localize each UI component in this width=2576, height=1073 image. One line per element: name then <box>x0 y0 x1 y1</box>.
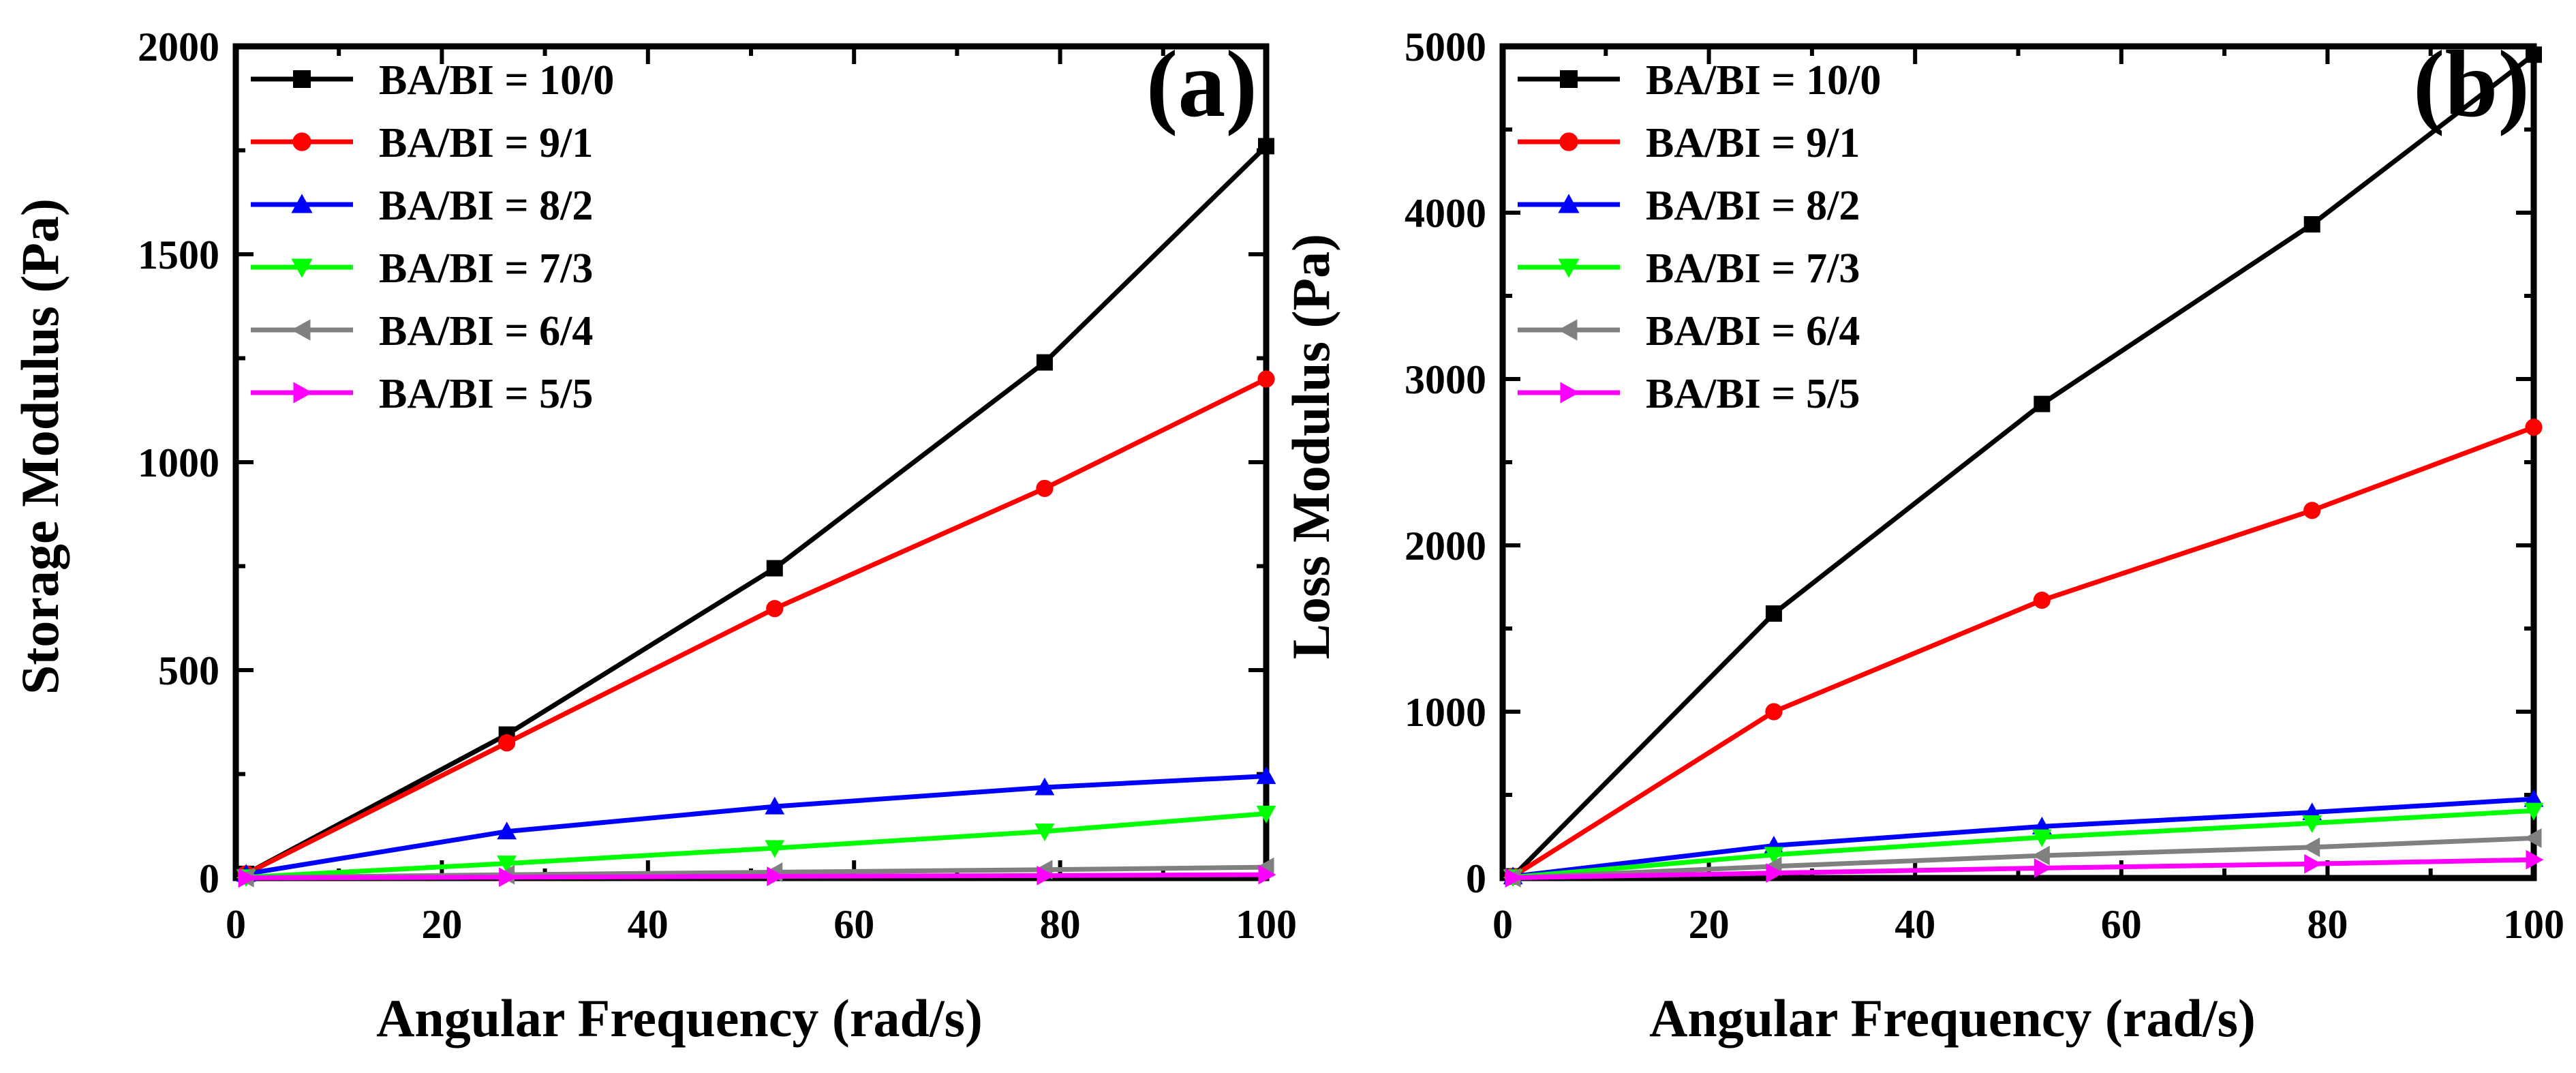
panel-b-data-point <box>2526 46 2542 63</box>
panel-a-data-point <box>766 560 783 577</box>
panel-a-x-tick-label: 0 <box>226 902 246 947</box>
panel-b-x-tick-label: 0 <box>1492 902 1513 947</box>
panel-b-data-point <box>2524 802 2544 821</box>
panel-a-legend-label: BA/BI = 8/2 <box>379 183 593 229</box>
panel-b-y-tick-label: 4000 <box>1405 191 1486 236</box>
panel-b-data-point <box>2302 837 2320 858</box>
panel-a-data-point <box>1257 370 1275 388</box>
panel-a-data-point <box>238 868 256 888</box>
panel-b: Loss Modulus (Pa) Angular Frequency (rad… <box>1281 25 2564 1048</box>
panel-b-y-tick-label: 1000 <box>1405 690 1486 735</box>
panel-a-data-point <box>1256 805 1276 823</box>
panel-b-data-point <box>2526 849 2544 870</box>
panel-b-x-tick-label: 100 <box>2503 902 2564 947</box>
panel-a-x-tick-label: 100 <box>1236 902 1297 947</box>
panel-a-x-tick-label: 20 <box>421 902 462 947</box>
panel-b-data-point <box>1766 863 1784 883</box>
panel-a-x-tick-label: 60 <box>833 902 874 947</box>
panel-a-data-point <box>498 734 516 752</box>
panel-b-legend-marker <box>1558 258 1580 278</box>
panel-a-y-tick-label: 0 <box>199 856 219 901</box>
panel-a-series-line <box>245 376 1268 877</box>
panel-a-data-point <box>1036 354 1053 371</box>
panel-a-data-point <box>1256 766 1276 785</box>
panel-b-y-tick-label: 0 <box>1466 856 1486 901</box>
panel-a-legend-marker <box>293 70 311 88</box>
panel-b-data-point <box>1505 868 1523 888</box>
panel-a-legend-label: BA/BI = 9/1 <box>379 120 593 166</box>
panel-b-data-point <box>2034 395 2051 412</box>
panel-a-data-point <box>765 840 785 858</box>
panel-b-data-point <box>2525 419 2543 436</box>
panel-b-data-point <box>2303 502 2321 519</box>
panel-a-legend-label: BA/BI = 10/0 <box>379 57 614 104</box>
panel-a-legend-marker <box>291 194 313 213</box>
panel-b-legend-marker <box>1558 319 1578 341</box>
panel-a-y-tick-label: 2000 <box>138 25 219 70</box>
panel-b-legend-marker <box>1560 382 1580 404</box>
panel-a-data-point <box>497 856 517 874</box>
panel-b-y-tick-label: 5000 <box>1405 25 1486 70</box>
panel-a-data-point <box>767 866 785 886</box>
panel-a-legend-label: BA/BI = 5/5 <box>379 371 593 417</box>
panel-b-data-point <box>1765 703 1783 721</box>
panel-a-x-tick-label: 40 <box>628 902 669 947</box>
panel-a: Storage Modulus (Pa) Angular Frequency (… <box>10 25 1297 1048</box>
panel-b-data-point <box>2031 829 2052 847</box>
panel-b-data-point <box>2524 828 2542 848</box>
panel-a-legend-marker <box>293 382 313 404</box>
panel-b-legend-label: BA/BI = 5/5 <box>1646 371 1860 417</box>
panel-b-x-tick-label: 60 <box>2101 902 2142 947</box>
panel-b-data-point <box>2303 216 2320 233</box>
panel-a-legend-label: BA/BI = 7/3 <box>379 245 593 292</box>
panel-b-data-point <box>1764 847 1784 865</box>
panel-a-data-point <box>765 796 785 815</box>
panel-a-legend-label: BA/BI = 6/4 <box>379 308 593 354</box>
panel-b-legend-label: BA/BI = 9/1 <box>1646 120 1860 166</box>
panel-a-xlabel: Angular Frequency (rad/s) <box>376 988 983 1048</box>
panel-b-series-line <box>1511 52 2536 879</box>
panel-b-xlabel: Angular Frequency (rad/s) <box>1649 988 2256 1048</box>
panel-b-x-tick-label: 80 <box>2307 902 2348 947</box>
panel-a-legend-marker <box>291 258 313 278</box>
panel-a-y-tick-label: 1500 <box>138 232 219 277</box>
panel-b-legend-marker <box>1559 132 1578 151</box>
panel-a-data-point <box>1036 479 1054 498</box>
panel-b-legend-marker <box>1558 194 1580 213</box>
panel-a-data-point <box>497 821 517 840</box>
panel-a-y-tick-label: 1000 <box>138 440 219 485</box>
panel-a-legend-marker <box>291 319 311 341</box>
panel-b-data-point <box>2304 853 2322 874</box>
panel-a-data-point <box>766 600 784 618</box>
panel-a-data-point <box>499 867 517 888</box>
panel-a-x-tick-label: 80 <box>1040 902 1081 947</box>
panel-b-ylabel: Loss Modulus (Pa) <box>1281 234 1340 659</box>
panel-b-x-tick-label: 40 <box>1895 902 1935 947</box>
panel-b-data-point <box>2031 845 2050 866</box>
panel-a-y-tick-label: 500 <box>158 648 219 693</box>
panel-a-data-point <box>1037 865 1055 886</box>
panel-a-data-point <box>1258 138 1274 155</box>
panel-b-legend-label: BA/BI = 10/0 <box>1646 57 1881 104</box>
panel-b-y-tick-label: 3000 <box>1405 357 1486 402</box>
panel-b-x-tick-label: 20 <box>1689 902 1730 947</box>
panel-a-series-line <box>246 872 1267 881</box>
panel-b-data-point <box>2033 591 2051 609</box>
panel-b-legend-label: BA/BI = 7/3 <box>1646 245 1860 292</box>
panel-b-legend-label: BA/BI = 8/2 <box>1646 183 1860 229</box>
panel-a-data-point <box>1034 777 1055 796</box>
panel-a-data-point <box>1258 864 1276 885</box>
panel-a-legend-marker <box>292 132 311 151</box>
panel-a-plot-frame <box>232 43 1270 881</box>
panel-b-y-tick-label: 2000 <box>1405 524 1486 569</box>
panel-a-data-point <box>1034 823 1055 842</box>
panel-b-data-point <box>2034 858 2052 878</box>
panel-b-legend-marker <box>1560 70 1578 88</box>
panel-b-data-point <box>2524 789 2544 807</box>
panel-b-legend-label: BA/BI = 6/4 <box>1646 308 1860 354</box>
panel-b-data-point <box>2302 815 2322 833</box>
panel-b-data-point <box>1765 605 1782 622</box>
panel-a-ylabel: Storage Modulus (Pa) <box>10 198 70 695</box>
